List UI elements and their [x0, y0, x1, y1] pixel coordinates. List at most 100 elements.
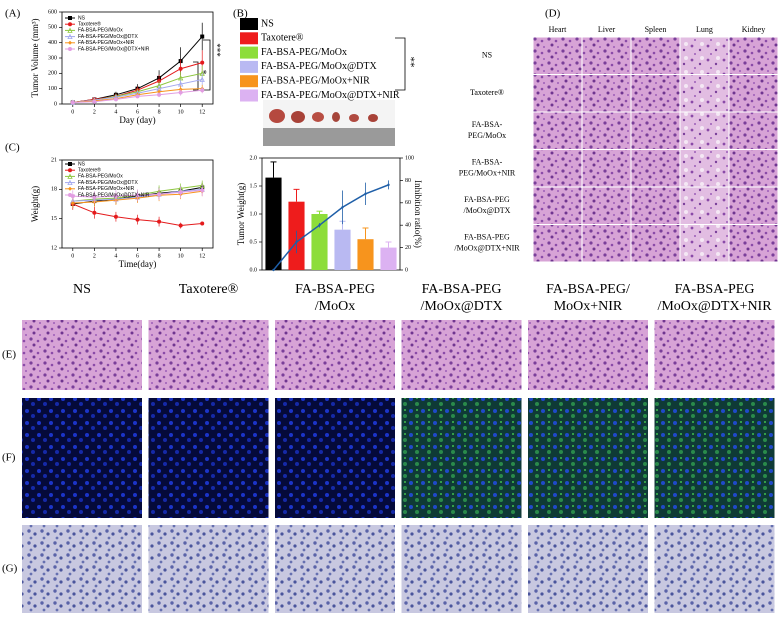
column-header: /MoOx@DTX: [420, 299, 502, 314]
column-header: FA-BSA-PEG: [422, 282, 502, 297]
y-tick-label: 400: [48, 40, 57, 46]
panel-label: (B): [233, 8, 248, 20]
section-image: [654, 525, 775, 613]
y-axis-label: Tumor Volume (mm³): [30, 18, 40, 97]
legend-label: Taxotere®: [78, 167, 101, 174]
marker: [199, 76, 205, 82]
panel-label: (F): [2, 452, 16, 464]
column-header: Lung: [696, 25, 713, 34]
section-image: [22, 320, 142, 390]
legend-marker: [68, 47, 72, 51]
marker: [200, 60, 205, 65]
tissue-image: [533, 225, 582, 262]
panel-label: (G): [2, 563, 18, 575]
legend-label: NS: [78, 161, 86, 167]
panel-label: (D): [545, 8, 561, 20]
marker: [178, 223, 183, 228]
legend-label: FA-BSA-PEG/MoOx+NIR: [261, 75, 370, 86]
legend-label: NS: [78, 15, 86, 21]
bar: [265, 177, 282, 270]
tissue-image: [631, 37, 680, 74]
y2-tick-label: 20: [405, 245, 411, 251]
marker: [157, 89, 162, 94]
legend-marker: [68, 168, 72, 173]
y-tick-label: 600: [48, 9, 57, 15]
x-tick-label: 8: [158, 109, 161, 115]
section-image: [401, 398, 522, 518]
x-tick-label: 2: [93, 109, 96, 115]
x-tick-label: 12: [199, 109, 205, 115]
row-label: FA-BSA-PEG: [464, 195, 510, 204]
tissue-image: [680, 150, 729, 187]
tissue-image: [729, 112, 778, 149]
legend-marker: [68, 162, 72, 166]
ratio-point: [272, 268, 275, 272]
ratio-point: [341, 206, 344, 209]
tissue-image: [729, 37, 778, 74]
tissue-image: [631, 225, 680, 262]
tissue-image: [533, 150, 582, 187]
bar: [357, 239, 374, 270]
legend-marker: [67, 173, 73, 179]
x-tick-label: 10: [178, 253, 184, 259]
marker: [113, 194, 118, 199]
legend-swatch: [240, 75, 258, 88]
tumor-photo: [263, 100, 395, 146]
row-label: Taxotere®: [470, 88, 504, 97]
marker: [70, 201, 75, 206]
marker: [113, 214, 118, 219]
legend-marker: [68, 22, 72, 27]
x-tick-label: 12: [199, 253, 205, 259]
section-image: [22, 525, 142, 613]
legend-swatch: [240, 46, 258, 59]
column-header: Liver: [598, 25, 616, 34]
x-tick-label: 4: [114, 109, 117, 115]
y-tick-label: 200: [48, 71, 57, 77]
tissue-image: [729, 150, 778, 187]
marker: [135, 193, 140, 198]
panel-label: (E): [2, 349, 16, 361]
column-header: Taxotere®: [179, 282, 239, 297]
plot-frame: [261, 157, 401, 271]
y-tick-label: 18: [51, 187, 57, 193]
tissue-image: [631, 112, 680, 149]
legend-label: FA-BSA-PEG/MoOx+NIR: [78, 40, 135, 46]
legend-label: Taxotere®: [78, 21, 101, 28]
section-image: [654, 398, 775, 518]
tissue-image: [533, 37, 582, 74]
legend-marker: [68, 186, 72, 191]
tissue-image: [533, 75, 582, 112]
tissue-image: [680, 225, 729, 262]
legend-swatch: [240, 89, 258, 102]
legend-marker: [68, 193, 72, 197]
row-label: NS: [482, 51, 492, 60]
tissue-image: [582, 112, 631, 149]
legend-label: FA-BSA-PEG/MoOx@DTX: [78, 34, 138, 40]
marker: [200, 34, 205, 39]
tissue-image: [729, 225, 778, 262]
y-tick-label: 0: [54, 101, 57, 107]
tissue-image: [680, 187, 729, 224]
ratio-point: [364, 192, 367, 196]
row-label: /MoOx@DTX+NIR: [454, 244, 520, 253]
tissue-image: [533, 112, 582, 149]
ratio-point: [295, 240, 298, 244]
row-label: FA-BSA-: [472, 120, 503, 129]
tissue-image: [680, 75, 729, 112]
marker: [200, 221, 205, 226]
significance-label: **: [404, 57, 416, 68]
legend-marker: [67, 27, 73, 33]
y-tick-label: 2.0: [250, 155, 258, 161]
marker: [200, 188, 205, 193]
marker: [135, 94, 140, 99]
section-image: [148, 398, 269, 518]
tissue-image: [582, 150, 631, 187]
legend-swatch: [240, 32, 258, 45]
y-tick-label: 100: [48, 86, 57, 92]
row-label: FA-BSA-PEG: [464, 233, 510, 242]
y-tick-label: 0.0: [250, 267, 258, 273]
significance-brackets: [193, 37, 406, 91]
panel-label: (A): [5, 8, 21, 20]
x-tick-label: 6: [136, 253, 139, 259]
bar: [380, 247, 397, 270]
